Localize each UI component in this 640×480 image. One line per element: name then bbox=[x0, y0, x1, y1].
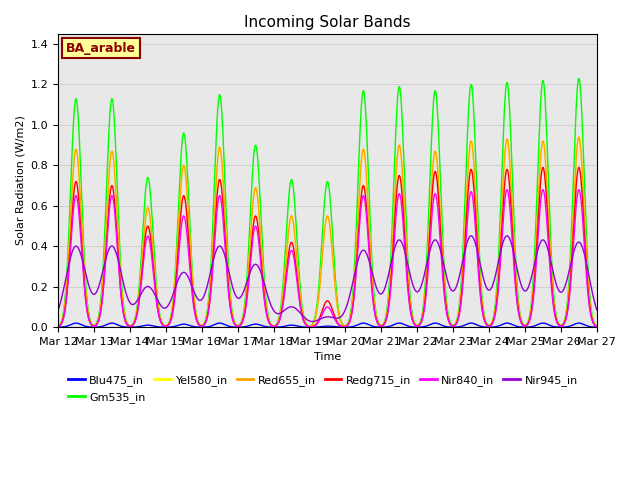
Yel580_in bbox=[582, 253, 590, 259]
Line: Redg715_in: Redg715_in bbox=[58, 168, 597, 327]
Nir945_in bbox=[54, 308, 62, 313]
Blu475_in bbox=[54, 324, 62, 330]
Blu475_in bbox=[525, 324, 532, 330]
Nir840_in bbox=[583, 275, 591, 281]
Y-axis label: Solar Radiation (W/m2): Solar Radiation (W/m2) bbox=[15, 116, 25, 245]
Legend: Blu475_in, Gm535_in, Yel580_in, Red655_in, Redg715_in, Nir840_in, Nir945_in: Blu475_in, Gm535_in, Yel580_in, Red655_i… bbox=[63, 371, 582, 407]
Blu475_in bbox=[284, 323, 292, 328]
Nir840_in bbox=[525, 321, 532, 326]
Red655_in bbox=[593, 324, 601, 329]
Blu475_in bbox=[593, 324, 601, 330]
Blu475_in bbox=[583, 323, 591, 329]
Yel580_in bbox=[148, 229, 156, 235]
Nir945_in bbox=[583, 261, 591, 267]
Title: Incoming Solar Bands: Incoming Solar Bands bbox=[244, 15, 411, 30]
Blu475_in bbox=[307, 324, 314, 330]
Redg715_in bbox=[307, 324, 314, 330]
Nir945_in bbox=[148, 286, 156, 292]
Blu475_in bbox=[261, 324, 269, 329]
Blu475_in bbox=[116, 323, 124, 329]
Yel580_in bbox=[593, 324, 601, 329]
Gm535_in bbox=[54, 324, 62, 329]
Line: Yel580_in: Yel580_in bbox=[58, 137, 597, 326]
Red655_in bbox=[116, 259, 124, 264]
Blu475_in bbox=[148, 323, 156, 328]
Nir945_in bbox=[260, 282, 268, 288]
Red655_in bbox=[148, 229, 156, 235]
Red655_in bbox=[582, 253, 590, 259]
Nir840_in bbox=[575, 187, 582, 192]
Redg715_in bbox=[593, 324, 601, 329]
Redg715_in bbox=[525, 320, 532, 326]
Red655_in bbox=[575, 134, 582, 140]
Gm535_in bbox=[524, 318, 532, 324]
Red655_in bbox=[284, 234, 292, 240]
Yel580_in bbox=[116, 259, 124, 264]
Yel580_in bbox=[524, 320, 532, 325]
Nir840_in bbox=[116, 275, 124, 281]
Line: Red655_in: Red655_in bbox=[58, 137, 597, 326]
Redg715_in bbox=[54, 324, 62, 329]
Nir945_in bbox=[503, 233, 511, 239]
Gm535_in bbox=[284, 205, 292, 211]
Text: BA_arable: BA_arable bbox=[66, 42, 136, 55]
Gm535_in bbox=[593, 324, 601, 329]
Yel580_in bbox=[284, 234, 292, 240]
Nir945_in bbox=[308, 319, 316, 324]
Nir840_in bbox=[593, 324, 601, 329]
Nir840_in bbox=[54, 324, 62, 329]
Redg715_in bbox=[260, 297, 268, 303]
Redg715_in bbox=[575, 165, 582, 170]
Red655_in bbox=[54, 324, 62, 329]
Redg715_in bbox=[116, 271, 124, 277]
Nir945_in bbox=[284, 305, 292, 311]
Redg715_in bbox=[583, 267, 591, 273]
Nir945_in bbox=[593, 307, 601, 313]
Gm535_in bbox=[116, 239, 124, 245]
Gm535_in bbox=[260, 280, 268, 286]
Line: Gm535_in: Gm535_in bbox=[58, 78, 597, 326]
Line: Nir945_in: Nir945_in bbox=[58, 236, 597, 322]
Yel580_in bbox=[260, 290, 268, 296]
Yel580_in bbox=[54, 324, 62, 329]
Line: Nir840_in: Nir840_in bbox=[58, 190, 597, 327]
Nir840_in bbox=[307, 324, 314, 330]
Nir840_in bbox=[148, 252, 156, 257]
Nir840_in bbox=[284, 262, 292, 268]
Gm535_in bbox=[582, 231, 590, 237]
Line: Blu475_in: Blu475_in bbox=[58, 323, 597, 327]
Redg715_in bbox=[284, 256, 292, 262]
X-axis label: Time: Time bbox=[314, 352, 341, 362]
Nir945_in bbox=[116, 263, 124, 268]
Nir840_in bbox=[260, 300, 268, 305]
Gm535_in bbox=[575, 75, 582, 81]
Blu475_in bbox=[72, 320, 80, 326]
Yel580_in bbox=[575, 134, 582, 140]
Red655_in bbox=[524, 320, 532, 325]
Gm535_in bbox=[148, 205, 156, 211]
Redg715_in bbox=[148, 244, 156, 250]
Nir945_in bbox=[525, 284, 532, 289]
Red655_in bbox=[260, 290, 268, 296]
